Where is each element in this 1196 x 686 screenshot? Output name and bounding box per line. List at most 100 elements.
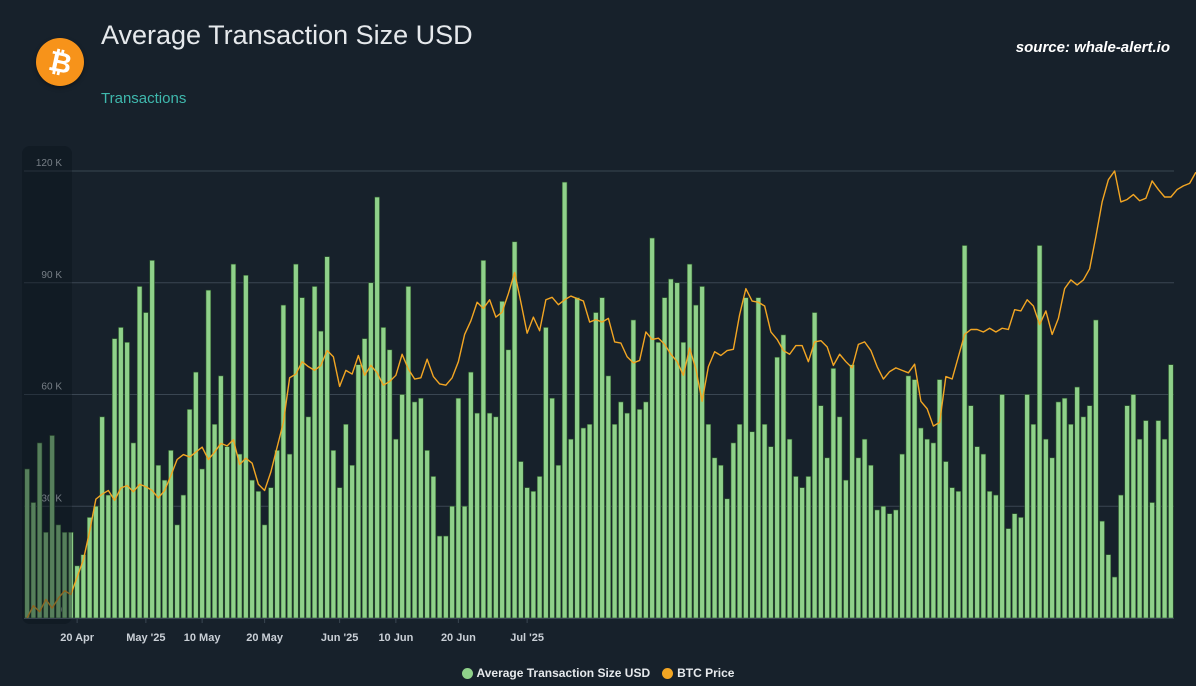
bar bbox=[886, 513, 893, 619]
bar bbox=[105, 494, 112, 619]
bar bbox=[818, 405, 824, 619]
bar bbox=[743, 297, 749, 619]
bar bbox=[418, 397, 424, 619]
bar bbox=[718, 464, 724, 619]
bar bbox=[961, 245, 968, 619]
bar bbox=[111, 338, 118, 619]
bar bbox=[1124, 405, 1130, 619]
legend-item-btc-price[interactable]: BTC Price bbox=[662, 666, 734, 680]
source-credit: source: whale-alert.io bbox=[1015, 39, 1170, 56]
bar bbox=[99, 416, 105, 619]
bar bbox=[793, 476, 799, 619]
bar bbox=[568, 438, 574, 619]
bar bbox=[536, 476, 543, 619]
bar bbox=[911, 379, 918, 619]
bar bbox=[980, 453, 987, 619]
bar bbox=[824, 457, 830, 619]
y-tick-label: 90 K bbox=[41, 270, 62, 281]
bar bbox=[243, 274, 249, 619]
bar bbox=[1018, 517, 1024, 619]
bar bbox=[780, 334, 787, 619]
bar bbox=[299, 297, 305, 619]
bar bbox=[468, 371, 474, 619]
bar bbox=[905, 375, 912, 619]
legend-item-avg-transaction-size[interactable]: Average Transaction Size USD bbox=[461, 666, 650, 680]
bar bbox=[424, 450, 430, 619]
bar bbox=[730, 442, 737, 619]
bar bbox=[643, 401, 649, 619]
bar bbox=[561, 181, 568, 619]
bar bbox=[580, 427, 587, 619]
y-tick-label: 120 K bbox=[36, 158, 62, 169]
bar bbox=[511, 241, 518, 619]
legend-label-btc-price: BTC Price bbox=[677, 666, 735, 680]
bar bbox=[461, 505, 468, 619]
bar bbox=[149, 260, 155, 619]
bar bbox=[1143, 420, 1149, 619]
bar bbox=[499, 301, 505, 619]
bar bbox=[180, 494, 187, 619]
bar bbox=[843, 479, 849, 619]
bar bbox=[999, 394, 1005, 619]
bar bbox=[686, 263, 693, 619]
bar bbox=[761, 423, 768, 619]
bar bbox=[143, 312, 149, 619]
legend-swatch-bar bbox=[461, 667, 473, 679]
bar bbox=[1136, 438, 1143, 619]
legend-swatch-line bbox=[662, 667, 674, 679]
bar bbox=[1080, 416, 1087, 619]
bar bbox=[343, 423, 349, 619]
bar bbox=[305, 416, 312, 619]
bar bbox=[1068, 423, 1074, 619]
bar bbox=[1118, 494, 1124, 619]
bar bbox=[555, 464, 562, 619]
bar bbox=[480, 260, 487, 619]
bar bbox=[1005, 528, 1012, 619]
x-tick-label: May '25 bbox=[126, 632, 165, 644]
bar bbox=[430, 476, 437, 619]
bar bbox=[874, 509, 880, 619]
bar bbox=[436, 535, 443, 619]
bar bbox=[380, 327, 387, 619]
bar bbox=[605, 375, 612, 619]
bar bbox=[949, 487, 955, 619]
bar bbox=[768, 446, 774, 619]
x-tick-label: 20 Jun bbox=[441, 632, 476, 644]
bar bbox=[655, 342, 662, 619]
x-tick-label: 10 May bbox=[184, 632, 222, 644]
bar bbox=[880, 505, 887, 619]
bar bbox=[336, 487, 343, 619]
bar bbox=[549, 397, 555, 619]
bar bbox=[1093, 319, 1099, 619]
bar bbox=[868, 464, 874, 619]
transactions-link[interactable]: Transactions bbox=[101, 90, 187, 107]
bar bbox=[280, 304, 287, 619]
btc-price-line bbox=[26, 170, 1196, 619]
bar bbox=[899, 453, 905, 619]
bar bbox=[968, 405, 974, 619]
bar bbox=[486, 412, 493, 619]
bar bbox=[855, 457, 862, 619]
bar bbox=[1168, 364, 1174, 619]
bar bbox=[318, 330, 324, 619]
bar bbox=[205, 289, 212, 619]
bar bbox=[386, 349, 393, 619]
bar bbox=[749, 431, 755, 619]
bar bbox=[1030, 423, 1037, 619]
bar bbox=[974, 446, 980, 619]
bar bbox=[161, 479, 168, 619]
bar bbox=[361, 338, 368, 619]
bar bbox=[1024, 394, 1030, 619]
bar bbox=[443, 535, 449, 619]
bar bbox=[524, 487, 530, 619]
bar bbox=[805, 476, 812, 619]
bar bbox=[505, 349, 512, 619]
bar bbox=[724, 498, 730, 619]
bar bbox=[711, 457, 718, 619]
bar bbox=[955, 491, 962, 619]
navigator-overlay bbox=[22, 146, 72, 624]
bar bbox=[1105, 554, 1112, 619]
bar bbox=[1161, 438, 1168, 619]
bar bbox=[1074, 386, 1080, 619]
